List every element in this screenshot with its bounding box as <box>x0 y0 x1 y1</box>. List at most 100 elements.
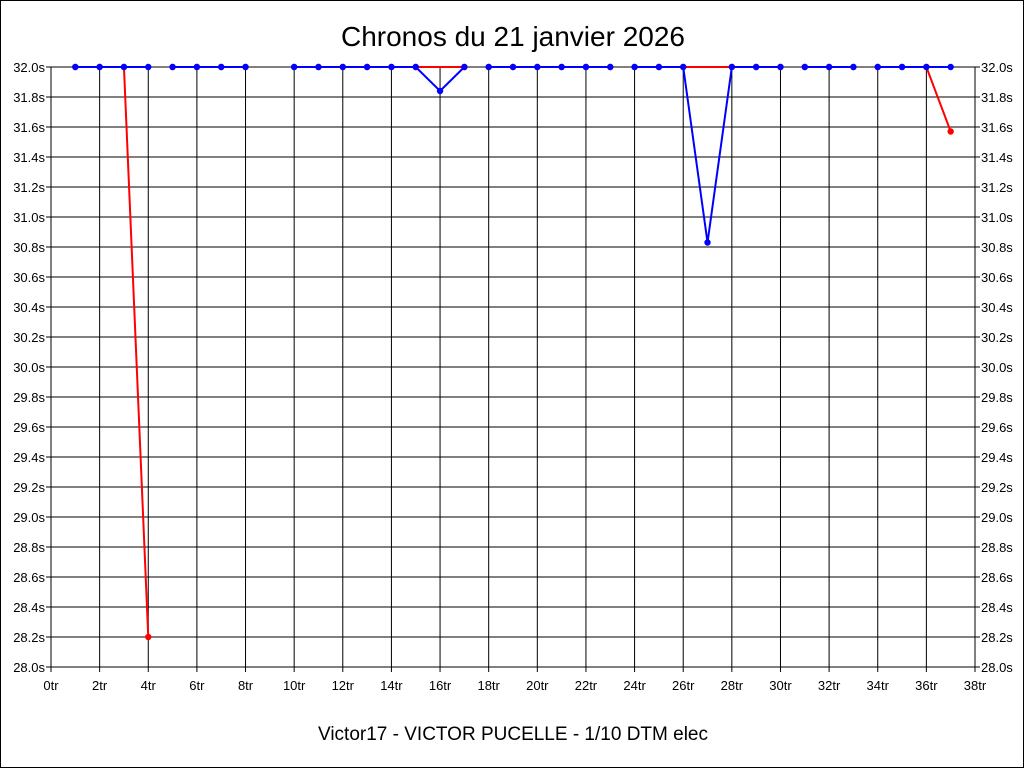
y-tick-label-right: 29.0s <box>981 510 1013 525</box>
x-tick-label: 32tr <box>818 678 841 693</box>
y-tick-label-right: 29.6s <box>981 420 1013 435</box>
y-tick-label-right: 30.8s <box>981 240 1013 255</box>
y-tick-label-right: 28.4s <box>981 600 1013 615</box>
y-tick-label-left: 28.2s <box>13 630 45 645</box>
series-1 <box>72 63 954 246</box>
y-tick-label-right: 29.2s <box>981 480 1013 495</box>
series-line <box>75 66 150 638</box>
y-tick-label-left: 29.4s <box>13 450 45 465</box>
data-point <box>558 63 565 71</box>
data-point <box>850 63 857 71</box>
y-tick-label-left: 29.8s <box>13 390 45 405</box>
x-tick-label: 20tr <box>526 678 549 693</box>
data-point <box>898 63 906 71</box>
data-point <box>825 63 833 71</box>
y-tick-label-left: 30.0s <box>13 360 45 375</box>
series-line <box>877 66 952 132</box>
series-line <box>634 66 781 243</box>
data-point <box>582 63 590 71</box>
y-tick-label-right: 28.0s <box>981 660 1013 675</box>
y-tick-label-right: 30.4s <box>981 300 1013 315</box>
x-tick-label: 22tr <box>575 678 598 693</box>
x-tick-label: 16tr <box>429 678 452 693</box>
data-point <box>947 63 954 71</box>
data-point <box>947 128 954 135</box>
y-tick-label-left: 31.8s <box>13 90 45 105</box>
data-point <box>242 63 249 71</box>
y-tick-label-right: 31.8s <box>981 90 1013 105</box>
x-tick-label: 2tr <box>92 678 108 693</box>
data-point <box>412 63 419 71</box>
y-tick-label-left: 28.0s <box>13 660 45 675</box>
y-tick-label-right: 31.2s <box>981 180 1013 195</box>
grid-layer <box>46 66 980 672</box>
data-point <box>72 63 79 71</box>
y-tick-label-left: 28.4s <box>13 600 45 615</box>
ticks-layer: 0tr 2tr 4tr 6tr 8tr 10tr 12tr 14tr 16tr 18tr 20tr 2… <box>13 60 1013 693</box>
y-tick-label-right: 31.6s <box>981 120 1013 135</box>
y-tick-label-right: 31.0s <box>981 210 1013 225</box>
x-tick-label: 38tr <box>964 678 987 693</box>
y-tick-label-left: 30.8s <box>13 240 45 255</box>
x-tick-label: 0tr <box>43 678 59 693</box>
y-tick-label-left: 32.0s <box>13 60 45 75</box>
y-tick-label-left: 29.0s <box>13 510 45 525</box>
y-tick-label-left: 28.6s <box>13 570 45 585</box>
x-tick-label: 4tr <box>141 678 157 693</box>
data-point <box>290 63 298 71</box>
data-point <box>436 87 444 95</box>
x-tick-label: 6tr <box>189 678 205 693</box>
chart-title: Chronos du 21 janvier 2026 <box>341 21 685 52</box>
y-tick-label-right: 32.0s <box>981 60 1013 75</box>
y-tick-label-left: 29.2s <box>13 480 45 495</box>
y-tick-label-left: 30.2s <box>13 330 45 345</box>
data-point <box>169 63 176 71</box>
x-tick-label: 36tr <box>915 678 938 693</box>
x-tick-label: 26tr <box>672 678 695 693</box>
y-tick-label-right: 30.2s <box>981 330 1013 345</box>
x-tick-label: 34tr <box>867 678 890 693</box>
data-point <box>96 63 103 71</box>
data-point <box>874 63 881 71</box>
data-point <box>777 63 784 71</box>
data-point <box>534 63 541 71</box>
y-tick-label-left: 31.4s <box>13 150 45 165</box>
x-tick-label: 12tr <box>332 678 355 693</box>
y-tick-label-left: 31.0s <box>13 210 45 225</box>
chart-subtitle: Victor17 - VICTOR PUCELLE - 1/10 DTM ele… <box>318 724 708 745</box>
y-tick-label-left: 29.6s <box>13 420 45 435</box>
data-point <box>728 63 736 71</box>
y-tick-label-left: 31.6s <box>13 120 45 135</box>
data-point <box>145 633 152 641</box>
data-point <box>704 239 711 246</box>
data-point <box>363 63 371 71</box>
y-tick-label-right: 29.8s <box>981 390 1013 405</box>
y-tick-label-left: 28.8s <box>13 540 45 555</box>
data-point <box>145 63 152 71</box>
data-point <box>509 63 517 71</box>
x-tick-label: 14tr <box>380 678 403 693</box>
series-layer <box>72 63 954 641</box>
data-point <box>801 63 808 71</box>
data-point <box>315 63 322 71</box>
data-point <box>388 63 395 71</box>
x-tick-label: 24tr <box>623 678 646 693</box>
series-line <box>294 66 466 93</box>
data-point <box>120 63 128 71</box>
y-tick-label-left: 30.4s <box>13 300 45 315</box>
data-point <box>193 63 201 71</box>
data-point <box>752 63 760 71</box>
y-tick-label-left: 31.2s <box>13 180 45 195</box>
y-tick-label-right: 31.4s <box>981 150 1013 165</box>
x-tick-label: 28tr <box>721 678 744 693</box>
x-tick-label: 10tr <box>283 678 306 693</box>
x-tick-label: 8tr <box>238 678 254 693</box>
x-tick-label: 30tr <box>769 678 792 693</box>
data-point <box>218 63 225 71</box>
data-point <box>631 63 638 71</box>
data-point <box>655 63 663 71</box>
y-tick-label-right: 30.6s <box>981 270 1013 285</box>
x-tick-label: 18tr <box>477 678 500 693</box>
